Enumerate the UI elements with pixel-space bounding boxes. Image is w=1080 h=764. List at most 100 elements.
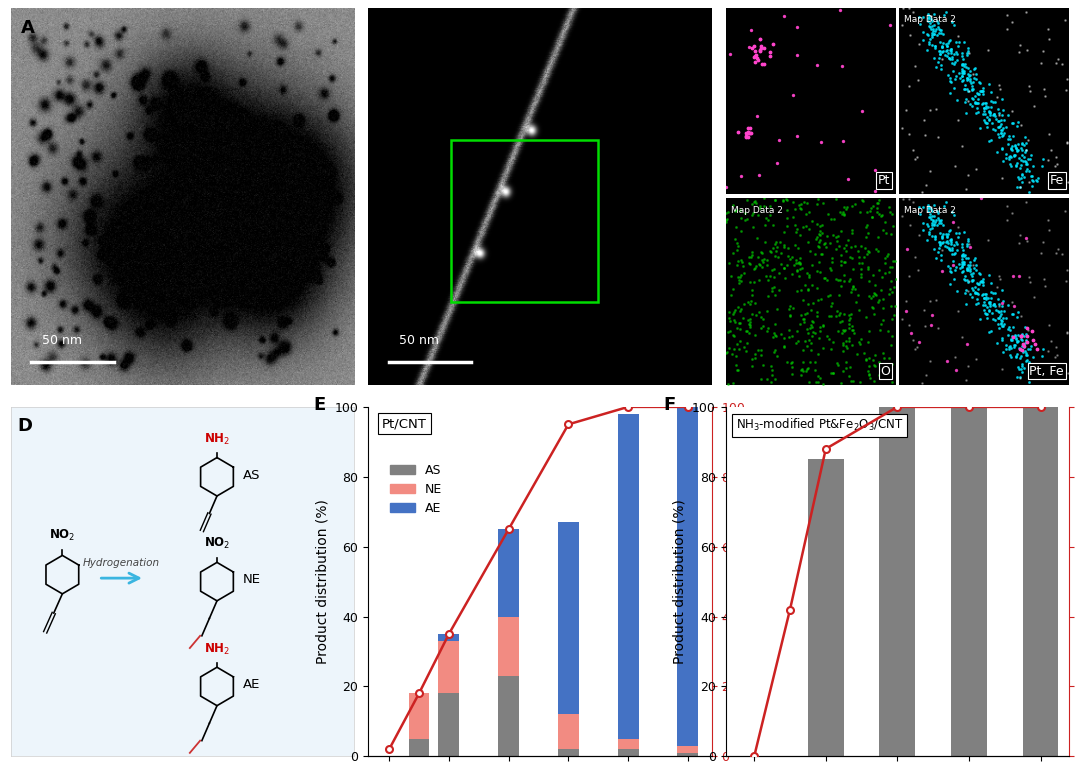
Point — [840, 370, 858, 382]
Point — [934, 219, 951, 231]
Point — [990, 270, 1008, 282]
Point — [1058, 264, 1076, 276]
Point — [975, 105, 993, 118]
Point — [955, 256, 972, 268]
Point — [873, 283, 890, 296]
Point — [746, 195, 764, 207]
Point — [795, 196, 812, 208]
Point — [905, 335, 922, 347]
Point — [795, 345, 812, 357]
Point — [950, 227, 968, 239]
Point — [797, 365, 814, 377]
Point — [747, 49, 765, 61]
Point — [753, 372, 770, 384]
Point — [976, 108, 994, 120]
Point — [859, 206, 876, 219]
Point — [795, 365, 812, 377]
Point — [902, 29, 919, 41]
Point — [926, 28, 943, 40]
Point — [802, 322, 820, 334]
Point — [835, 339, 852, 351]
Point — [994, 109, 1011, 121]
Point — [964, 63, 982, 75]
Point — [786, 203, 804, 215]
Point — [954, 256, 971, 268]
Point — [1041, 128, 1058, 141]
Point — [742, 321, 759, 333]
Point — [831, 290, 848, 302]
Point — [804, 215, 821, 227]
Point — [982, 286, 999, 298]
Point — [937, 45, 955, 57]
Point — [949, 40, 967, 52]
Point — [742, 277, 759, 289]
Point — [841, 312, 859, 324]
Point — [922, 223, 940, 235]
Point — [822, 289, 839, 301]
Point — [919, 29, 936, 41]
Point — [885, 220, 902, 232]
Point — [808, 231, 825, 243]
Point — [1016, 321, 1034, 333]
Point — [982, 107, 999, 119]
Point — [913, 186, 930, 199]
Point — [942, 225, 959, 237]
Bar — [558, 749, 579, 756]
Point — [832, 206, 849, 219]
Point — [752, 322, 769, 334]
Point — [741, 319, 758, 332]
Point — [824, 335, 841, 348]
Point — [755, 254, 772, 266]
Point — [875, 314, 892, 326]
Point — [946, 248, 963, 261]
Point — [866, 359, 883, 371]
Point — [732, 170, 750, 183]
Point — [994, 284, 1011, 296]
Point — [861, 351, 878, 364]
Point — [1020, 366, 1037, 378]
Point — [901, 193, 918, 205]
Point — [1028, 364, 1045, 376]
Point — [975, 102, 993, 114]
Point — [999, 214, 1016, 226]
Point — [930, 56, 947, 68]
Point — [940, 237, 957, 249]
Point — [812, 136, 829, 148]
Point — [856, 311, 874, 323]
Point — [959, 235, 976, 248]
Point — [772, 257, 789, 270]
Point — [982, 109, 999, 121]
Point — [945, 83, 962, 95]
Point — [1017, 144, 1035, 157]
Point — [878, 227, 895, 239]
Point — [1011, 372, 1028, 384]
Point — [955, 65, 972, 77]
Point — [1002, 150, 1020, 162]
Point — [1017, 355, 1035, 367]
Point — [875, 347, 892, 359]
Point — [989, 128, 1007, 140]
Point — [808, 233, 825, 245]
Point — [931, 52, 948, 64]
Point — [781, 303, 798, 315]
Point — [959, 259, 976, 271]
Point — [744, 249, 761, 261]
Point — [932, 63, 949, 76]
Point — [816, 237, 834, 249]
Y-axis label: Product distribution (%): Product distribution (%) — [673, 499, 687, 664]
Point — [960, 70, 977, 83]
Point — [974, 108, 991, 121]
Point — [994, 121, 1011, 134]
Point — [887, 254, 904, 267]
Point — [960, 252, 977, 264]
Point — [824, 296, 841, 309]
Point — [968, 107, 985, 119]
Point — [994, 332, 1011, 345]
Point — [818, 330, 835, 342]
Point — [807, 356, 824, 368]
Point — [827, 273, 845, 285]
Point — [752, 200, 769, 212]
Point — [811, 225, 828, 238]
Point — [975, 83, 993, 95]
Point — [719, 377, 737, 390]
